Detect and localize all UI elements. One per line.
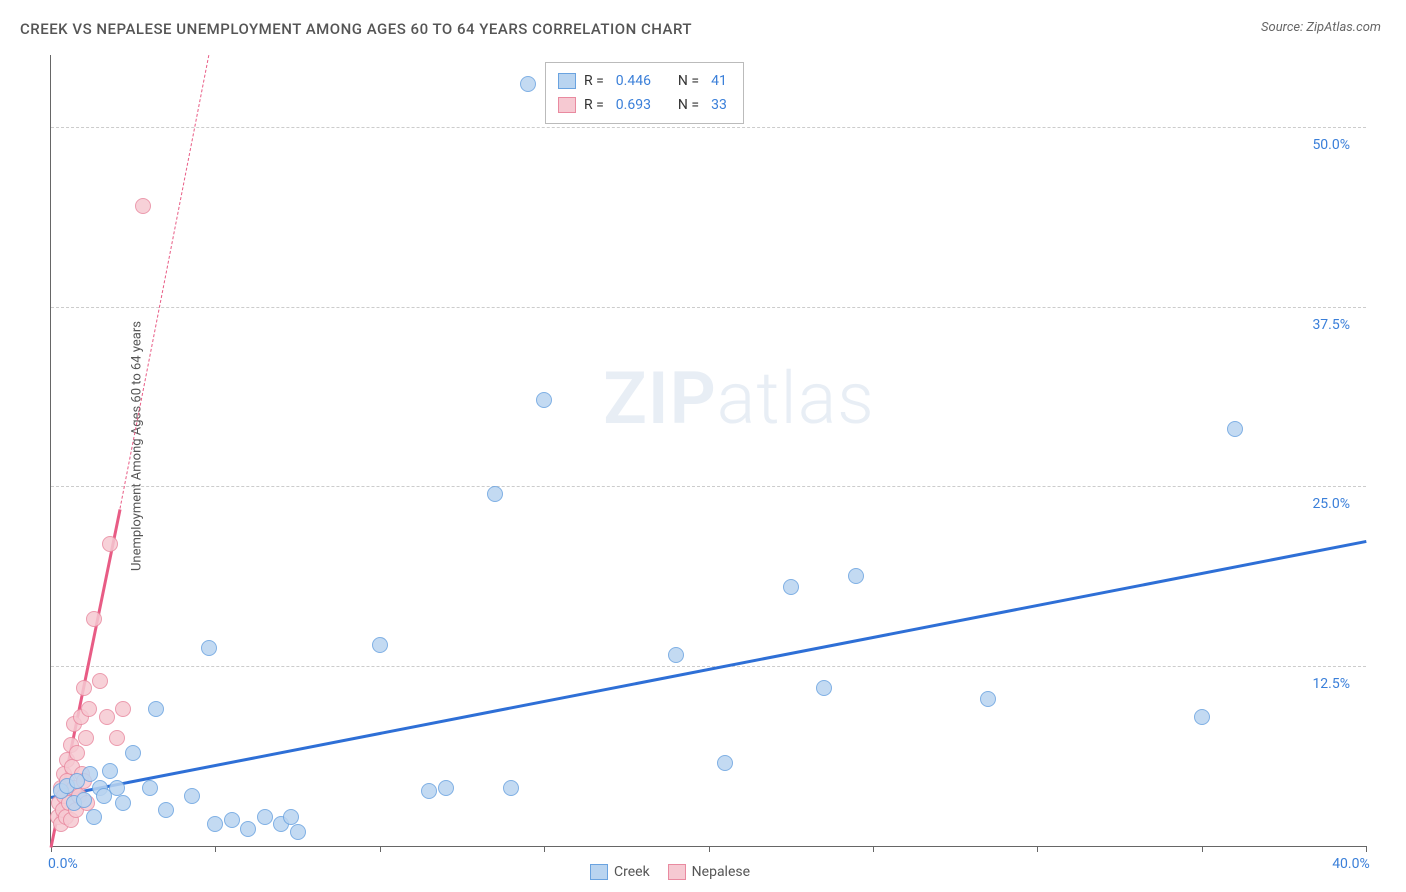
creek-point bbox=[1227, 421, 1243, 437]
series-legend-item: Nepalese bbox=[668, 864, 750, 880]
creek-point bbox=[76, 792, 92, 808]
series-legend-label: Creek bbox=[614, 864, 650, 880]
creek-point bbox=[207, 816, 223, 832]
x-tick-label: 0.0% bbox=[48, 856, 78, 872]
creek-point bbox=[290, 824, 306, 840]
nepalese-swatch bbox=[668, 864, 686, 880]
x-tick bbox=[1366, 846, 1367, 852]
chart-container: CREEK VS NEPALESE UNEMPLOYMENT AMONG AGE… bbox=[0, 0, 1406, 892]
nepalese-point bbox=[99, 709, 115, 725]
creek-point bbox=[148, 701, 164, 717]
n-value: 33 bbox=[711, 97, 727, 113]
creek-point bbox=[487, 486, 503, 502]
stats-legend: R = 0.446 N = 41 R = 0.693 N = 33 bbox=[545, 62, 744, 124]
creek-point bbox=[520, 76, 536, 92]
creek-point bbox=[201, 640, 217, 656]
chart-title: CREEK VS NEPALESE UNEMPLOYMENT AMONG AGE… bbox=[20, 20, 692, 38]
r-label: R = bbox=[584, 73, 604, 89]
x-tick bbox=[380, 846, 381, 852]
gridline bbox=[51, 127, 1366, 128]
y-tick-label: 37.5% bbox=[1312, 317, 1360, 333]
creek-point bbox=[224, 812, 240, 828]
x-tick bbox=[1202, 846, 1203, 852]
creek-point bbox=[102, 763, 118, 779]
nepalese-point bbox=[109, 730, 125, 746]
creek-point bbox=[125, 745, 141, 761]
creek-point bbox=[86, 809, 102, 825]
n-label: N = bbox=[678, 73, 699, 89]
x-tick-label: 40.0% bbox=[1332, 856, 1370, 872]
r-label: R = bbox=[584, 97, 604, 113]
creek-point bbox=[115, 795, 131, 811]
creek-point bbox=[1194, 709, 1210, 725]
series-legend-item: Creek bbox=[590, 864, 650, 880]
creek-point bbox=[980, 691, 996, 707]
creek-point bbox=[240, 821, 256, 837]
nepalese-point bbox=[86, 611, 102, 627]
x-tick bbox=[1037, 846, 1038, 852]
nepalese-point bbox=[69, 745, 85, 761]
r-value: 0.446 bbox=[616, 73, 651, 89]
source-label: Source: ZipAtlas.com bbox=[1261, 20, 1381, 35]
creek-point bbox=[142, 780, 158, 796]
creek-point bbox=[421, 783, 437, 799]
creek-point bbox=[717, 755, 733, 771]
n-value: 41 bbox=[711, 73, 727, 89]
creek-point bbox=[783, 579, 799, 595]
creek-point bbox=[668, 647, 684, 663]
gridline bbox=[51, 486, 1366, 487]
nepalese-point bbox=[92, 673, 108, 689]
nepalese-point bbox=[78, 730, 94, 746]
creek-point bbox=[184, 788, 200, 804]
creek-point bbox=[816, 680, 832, 696]
plot-area: ZIPatlas 12.5%25.0%37.5%50.0%0.0%40.0% bbox=[50, 55, 1366, 847]
trendline bbox=[51, 540, 1367, 799]
watermark: ZIPatlas bbox=[603, 356, 875, 441]
x-tick bbox=[215, 846, 216, 852]
x-tick bbox=[709, 846, 710, 852]
creek-point bbox=[848, 568, 864, 584]
creek-point bbox=[257, 809, 273, 825]
nepalese-point bbox=[135, 198, 151, 214]
n-label: N = bbox=[678, 97, 699, 113]
creek-point bbox=[372, 637, 388, 653]
y-tick-label: 50.0% bbox=[1312, 137, 1360, 153]
x-tick bbox=[544, 846, 545, 852]
stats-legend-row: R = 0.693 N = 33 bbox=[558, 93, 731, 117]
nepalese-point bbox=[81, 701, 97, 717]
nepalese-swatch bbox=[558, 97, 576, 113]
series-legend-label: Nepalese bbox=[692, 864, 750, 880]
creek-point bbox=[158, 802, 174, 818]
r-value: 0.693 bbox=[616, 97, 651, 113]
x-tick bbox=[873, 846, 874, 852]
creek-point bbox=[536, 392, 552, 408]
nepalese-point bbox=[76, 680, 92, 696]
creek-swatch bbox=[558, 73, 576, 89]
nepalese-point bbox=[102, 536, 118, 552]
creek-swatch bbox=[590, 864, 608, 880]
stats-legend-row: R = 0.446 N = 41 bbox=[558, 69, 731, 93]
creek-point bbox=[82, 766, 98, 782]
gridline bbox=[51, 307, 1366, 308]
series-legend: Creek Nepalese bbox=[590, 864, 750, 880]
y-tick-label: 25.0% bbox=[1312, 496, 1360, 512]
nepalese-point bbox=[115, 701, 131, 717]
trendline-dashed bbox=[120, 55, 210, 508]
creek-point bbox=[438, 780, 454, 796]
creek-point bbox=[503, 780, 519, 796]
y-tick-label: 12.5% bbox=[1312, 676, 1360, 692]
